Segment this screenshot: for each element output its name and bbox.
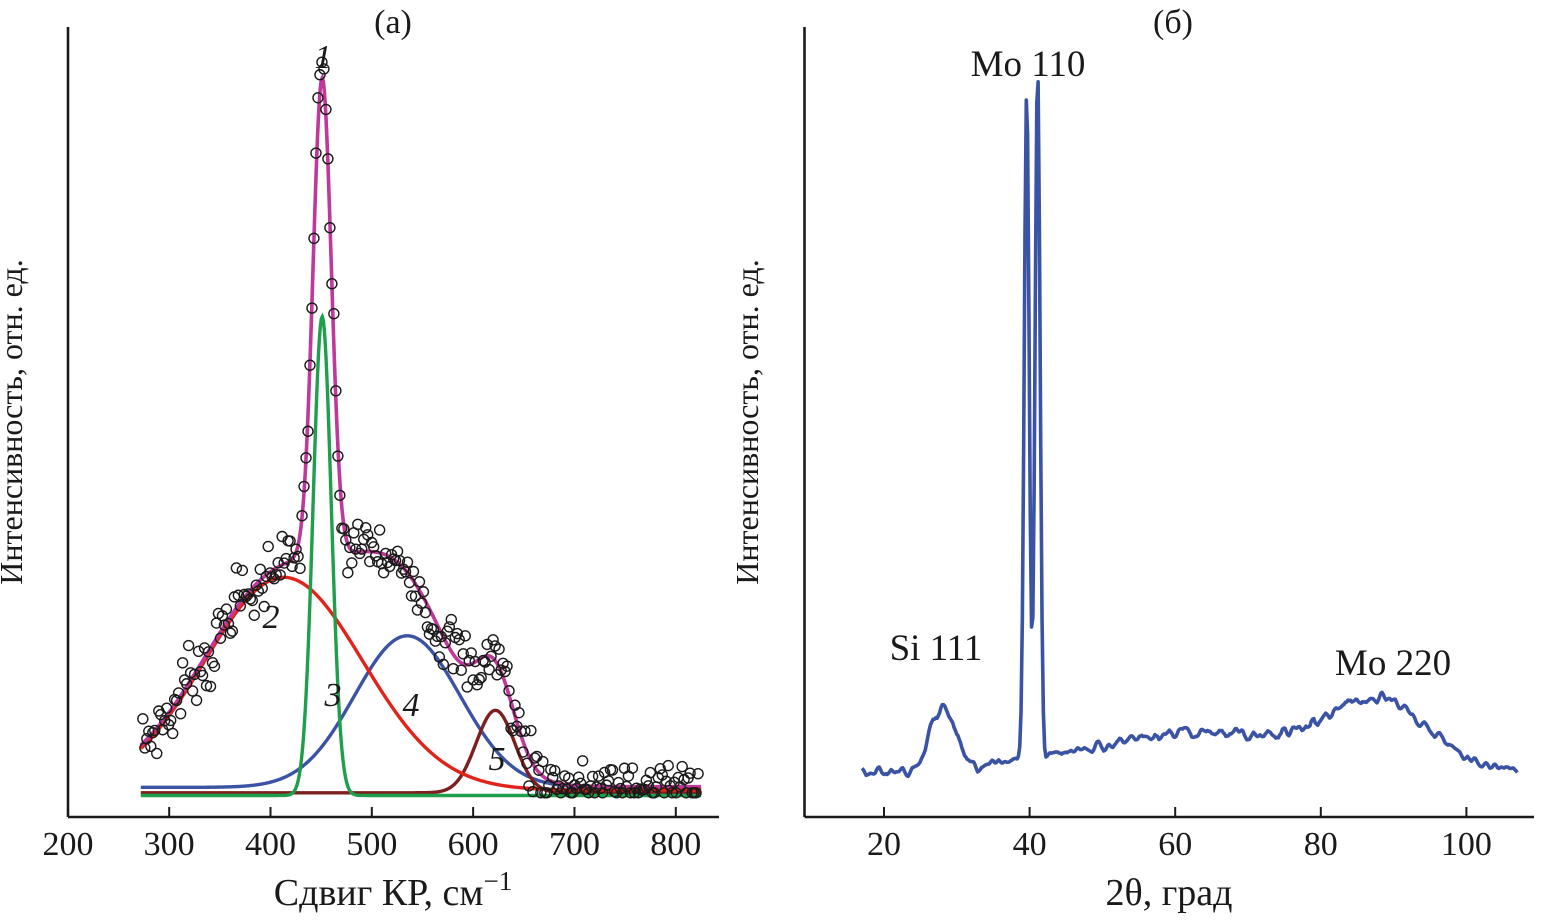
svg-text:200: 200 [43, 826, 94, 863]
svg-text:20: 20 [867, 826, 901, 863]
svg-text:100: 100 [1441, 826, 1492, 863]
svg-text:40: 40 [1013, 826, 1047, 863]
svg-text:800: 800 [650, 826, 701, 863]
svg-text:Si 111: Si 111 [890, 628, 983, 669]
svg-text:5: 5 [489, 741, 506, 778]
svg-text:400: 400 [245, 826, 296, 863]
svg-text:300: 300 [144, 826, 195, 863]
svg-text:500: 500 [346, 826, 397, 863]
svg-text:(a): (a) [374, 4, 412, 41]
svg-text:60: 60 [1158, 826, 1192, 863]
svg-text:600: 600 [448, 826, 499, 863]
svg-text:3: 3 [324, 677, 342, 714]
svg-text:2θ, град: 2θ, град [1106, 872, 1233, 914]
svg-text:Mo 110: Mo 110 [971, 44, 1086, 85]
svg-text:80: 80 [1304, 826, 1338, 863]
svg-text:Интенсивность, отн. ед.: Интенсивность, отн. ед. [729, 259, 765, 584]
svg-text:2: 2 [263, 599, 280, 636]
svg-text:Интенсивность, отн. ед.: Интенсивность, отн. ед. [0, 259, 29, 584]
svg-text:700: 700 [549, 826, 600, 863]
svg-text:Mo 220: Mo 220 [1335, 643, 1451, 684]
svg-text:1: 1 [315, 39, 332, 76]
svg-text:Сдвиг КР, см−1: Сдвиг КР, см−1 [274, 866, 512, 914]
svg-text:(б): (б) [1153, 4, 1193, 41]
svg-text:4: 4 [403, 687, 420, 724]
